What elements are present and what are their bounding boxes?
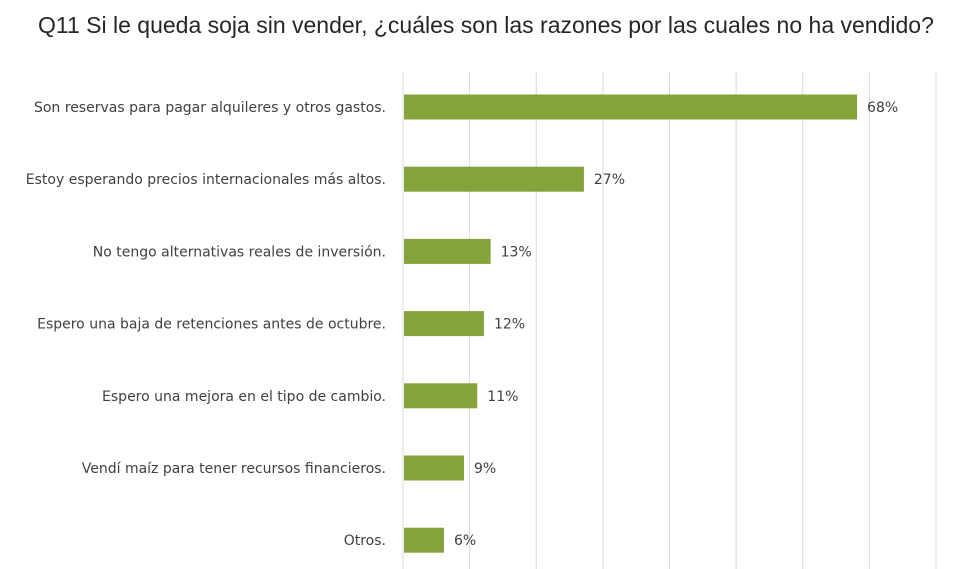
category-label: Espero una mejora en el tipo de cambio.	[102, 389, 386, 405]
labels: Son reservas para pagar alquileres y otr…	[26, 100, 898, 549]
data-label: 68%	[867, 100, 898, 116]
data-label: 27%	[594, 172, 625, 188]
bar	[404, 238, 491, 264]
bar	[404, 94, 858, 120]
data-label: 13%	[501, 244, 532, 260]
bar	[404, 383, 478, 409]
gridlines	[402, 72, 937, 569]
data-label: 11%	[487, 389, 518, 405]
bar	[404, 166, 584, 192]
data-label: 12%	[494, 317, 525, 333]
category-label: Otros.	[344, 533, 386, 549]
category-label: Estoy esperando precios internacionales …	[26, 172, 386, 188]
bar	[404, 527, 444, 553]
data-label: 6%	[454, 533, 476, 549]
bars	[404, 94, 858, 553]
category-label: No tengo alternativas reales de inversió…	[93, 244, 386, 260]
bar	[404, 455, 464, 481]
bar	[404, 311, 484, 337]
category-label: Son reservas para pagar alquileres y otr…	[34, 100, 386, 116]
data-label: 9%	[474, 461, 496, 477]
category-label: Vendí maíz para tener recursos financier…	[82, 461, 386, 477]
chart-title: Q11 Si le queda soja sin vender, ¿cuáles…	[38, 12, 934, 38]
category-label: Espero una baja de retenciones antes de …	[37, 317, 386, 333]
